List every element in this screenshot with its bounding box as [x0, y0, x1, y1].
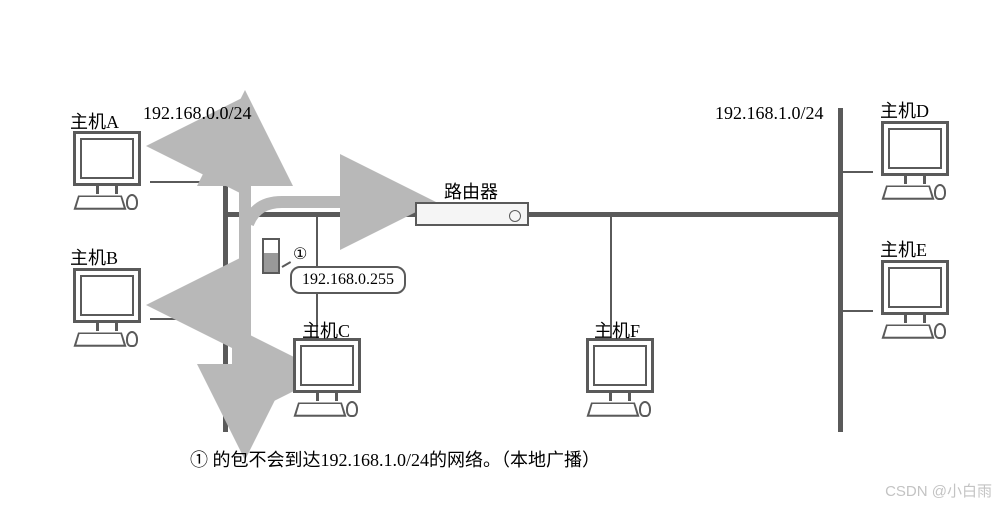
conn-host-b [150, 318, 225, 320]
packet-icon [262, 238, 280, 274]
watermark: CSDN @小白雨 [885, 480, 992, 501]
link-main [228, 212, 838, 217]
host-c [282, 338, 372, 417]
label-router: 路由器 [444, 178, 498, 204]
host-b [62, 268, 152, 347]
host-d [870, 121, 960, 200]
router-device [415, 202, 529, 226]
label-host-a: 主机A [70, 108, 119, 134]
callout-broadcast-ip: 192.168.0.255 [290, 266, 406, 294]
circle-one-label: ① [293, 244, 307, 264]
callout-pointer [282, 261, 292, 268]
bus-right [838, 108, 843, 432]
label-net-right: 192.168.1.0/24 [715, 103, 824, 124]
conn-host-d [843, 171, 873, 173]
label-host-d: 主机D [880, 97, 929, 123]
host-e [870, 260, 960, 339]
host-f [575, 338, 665, 417]
conn-host-e [843, 310, 873, 312]
bus-left [223, 118, 228, 432]
conn-host-a [150, 181, 225, 183]
label-host-c: 主机C [302, 317, 350, 343]
label-host-e: 主机E [880, 236, 927, 262]
host-a [62, 131, 152, 210]
label-net-left: 192.168.0.0/24 [143, 103, 252, 124]
flow-arrows [0, 0, 1002, 509]
caption: ① 的包不会到达192.168.1.0/24的网络。（本地广播） [190, 446, 600, 472]
label-host-b: 主机B [70, 244, 118, 270]
label-host-f: 主机F [594, 317, 640, 343]
